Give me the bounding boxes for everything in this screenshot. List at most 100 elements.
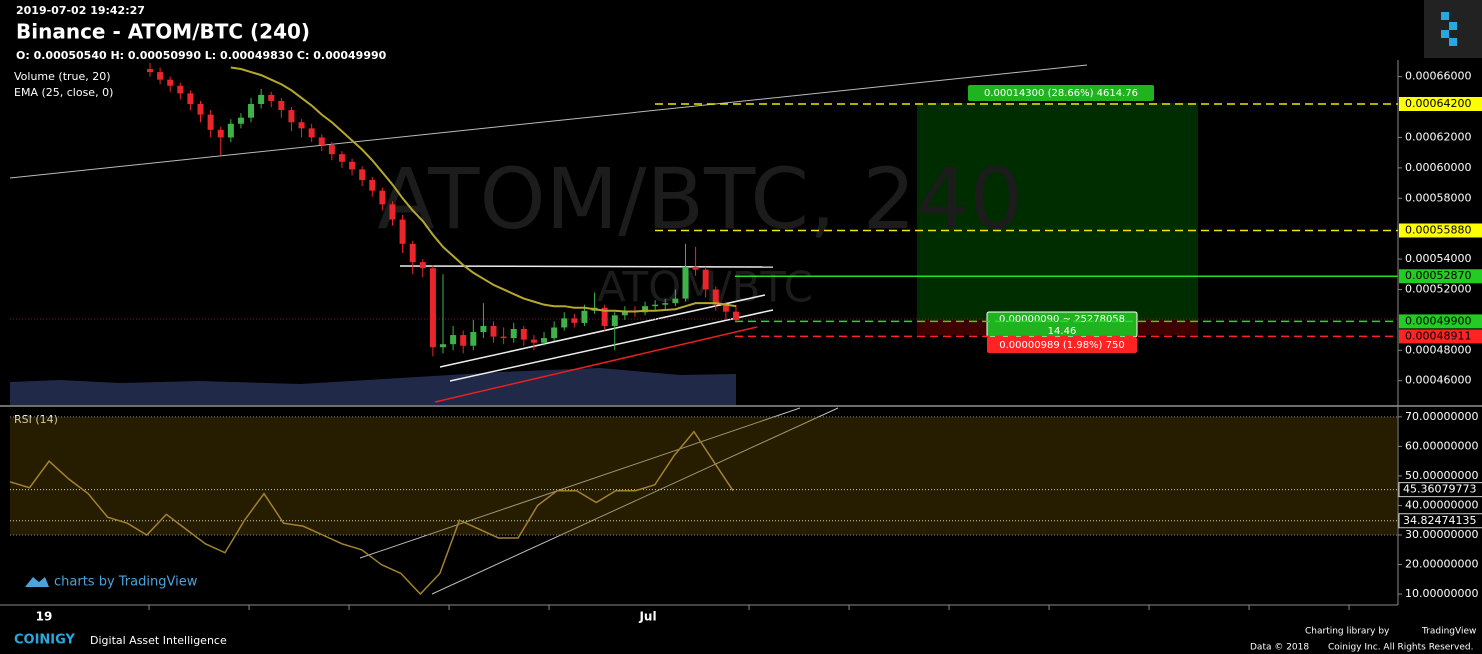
rsi-line [9, 430, 734, 596]
library: Charting library by [1305, 627, 1390, 637]
candle-body [470, 332, 477, 346]
tv-credit: charts by TradingView [54, 575, 198, 590]
candle-body [440, 344, 446, 348]
support-line [434, 326, 758, 403]
candle-body [318, 137, 325, 146]
candle-body [692, 266, 699, 270]
candle-body [379, 190, 386, 205]
candle-body [328, 145, 335, 155]
candle-body [581, 310, 588, 323]
candle-body [541, 338, 548, 343]
rsi-tick-label: 70.00000000 [1405, 410, 1478, 423]
candle-body [147, 69, 153, 73]
rsi-trend-line [431, 407, 839, 595]
level-box [1399, 314, 1482, 329]
rights: Coinigy Inc. All Rights Reserved. [1328, 643, 1473, 653]
y-tick-label: 0.00048000 [1405, 343, 1471, 356]
level-label: 0.00052870 [1405, 269, 1471, 282]
candle-body [500, 336, 507, 339]
rsi-tick-label: 60.00000000 [1405, 439, 1478, 452]
candle-body [682, 266, 689, 299]
candle-body [197, 104, 204, 115]
rsi-tick-label: 20.00000000 [1405, 558, 1478, 571]
candle-body [672, 298, 679, 304]
rsi-level-box [1398, 513, 1482, 529]
rsi-trend-line [359, 407, 801, 559]
level-label: 0.00055880 [1405, 223, 1471, 236]
candle-body [258, 94, 265, 105]
level-box [1399, 329, 1482, 344]
candle-body [349, 161, 356, 170]
candle-body [207, 114, 214, 130]
ohlc: O: 0.00050540 H: 0.00050990 L: 0.0004983… [16, 49, 387, 62]
target-box [968, 85, 1154, 101]
candle-body [450, 335, 457, 345]
trend-line [9, 64, 1088, 179]
candle-body [237, 117, 244, 124]
candle-body [248, 104, 255, 118]
time-ticks [148, 605, 1350, 610]
title: Binance - ATOM/BTC (240) [16, 20, 310, 44]
y-tick-label: 0.00046000 [1405, 374, 1471, 387]
candle-body [652, 304, 659, 307]
candle-body [429, 268, 436, 348]
tagline: Digital Asset Intelligence [90, 634, 227, 647]
profit-zone [917, 103, 1198, 320]
channel-line [439, 294, 766, 368]
candle-body [369, 180, 376, 191]
candle-body [409, 243, 416, 263]
rsi-band [10, 416, 1398, 536]
stop-label: 0.00000989 (1.98%) 750 [999, 340, 1124, 351]
volume-area [10, 368, 736, 405]
x-tick-label: 19 [36, 610, 53, 624]
candle-body [338, 154, 345, 162]
rsi-level-label: 45.36079773 [1403, 483, 1476, 496]
watermark: ATOM/BTC, 240 [377, 150, 1023, 248]
candle-body [712, 289, 719, 305]
stop-box [987, 337, 1137, 353]
candle-body [722, 304, 729, 312]
candle-body [157, 72, 164, 80]
candle-body [480, 325, 487, 333]
x-tick-label: Jul [638, 610, 656, 624]
y-tick-label: 0.00060000 [1405, 161, 1471, 174]
candle-body [278, 100, 285, 111]
y-tick-label: 0.00054000 [1405, 252, 1471, 265]
ema-label: EMA (25, close, 0) [14, 86, 113, 99]
channel-line [399, 265, 774, 268]
candle-body [288, 110, 295, 123]
data-credit: Data © 2018 [1250, 643, 1309, 653]
level-box [1399, 97, 1482, 112]
rsi-level-box [1398, 482, 1482, 498]
level-label: 0.00049900 [1405, 314, 1471, 327]
candle-body [662, 303, 669, 305]
level-label: 0.00048911 [1405, 329, 1471, 342]
candle-body [177, 85, 184, 94]
candle-body [298, 122, 305, 129]
candle-body [490, 325, 497, 337]
candle-body [419, 262, 426, 269]
candle-body [611, 315, 618, 326]
candle-body [217, 129, 224, 138]
candle-body [601, 307, 608, 326]
rsi-level-label: 34.82474135 [1403, 514, 1476, 527]
rsi-label: RSI (14) [14, 413, 58, 426]
ratio-label: 14.46 [1048, 326, 1077, 337]
candle-body [167, 79, 174, 86]
candle-body [359, 169, 366, 181]
candle-body [530, 339, 537, 343]
y-tick-label: 0.00062000 [1405, 130, 1471, 143]
y-tick-label: 0.00066000 [1405, 70, 1471, 83]
candle-body [399, 219, 406, 244]
coinigy-logo [1424, 0, 1482, 58]
candle-body [389, 204, 396, 220]
level-label: 0.00064200 [1405, 97, 1471, 110]
candle-body [187, 93, 194, 105]
candle-body [561, 318, 568, 328]
candle-body [733, 311, 739, 321]
brand: COINIGY [14, 633, 76, 648]
candle-body [268, 94, 275, 101]
candle-body [642, 306, 649, 313]
